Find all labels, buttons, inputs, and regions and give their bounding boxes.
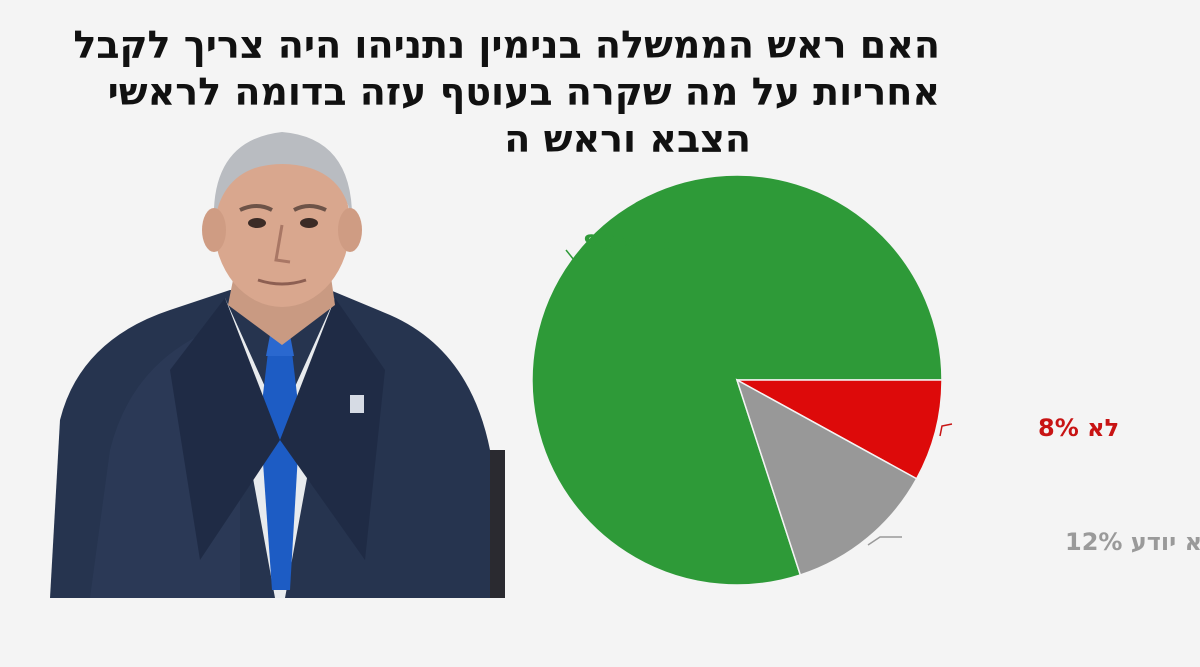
label-dont-know-leader [867,536,902,546]
title-line-1: האם ראש הממשלה בנימין נתניהו היה צריך לק… [73,23,940,67]
label-no: לא 8% [1038,414,1119,442]
label-yes-leader [565,249,575,261]
label-yes: כן 80% [583,230,671,258]
pie-slices [531,174,943,586]
slice-labels: כן 80% לא 8% לא יודע 12% [583,230,1200,556]
politician-photo [50,120,505,598]
slice-dont-know [735,378,918,576]
label-no-leader [939,423,953,437]
label-leader-lines [565,249,953,546]
title-line-2: אחריות על מה שקרה בעוטף עזה בדומה לראשי [107,70,940,114]
poll-question-title: האם ראש הממשלה בנימין נתניהו היה צריך לק… [73,22,940,163]
slice-no [736,379,943,480]
label-dont-know: לא יודע 12% [1065,528,1200,556]
